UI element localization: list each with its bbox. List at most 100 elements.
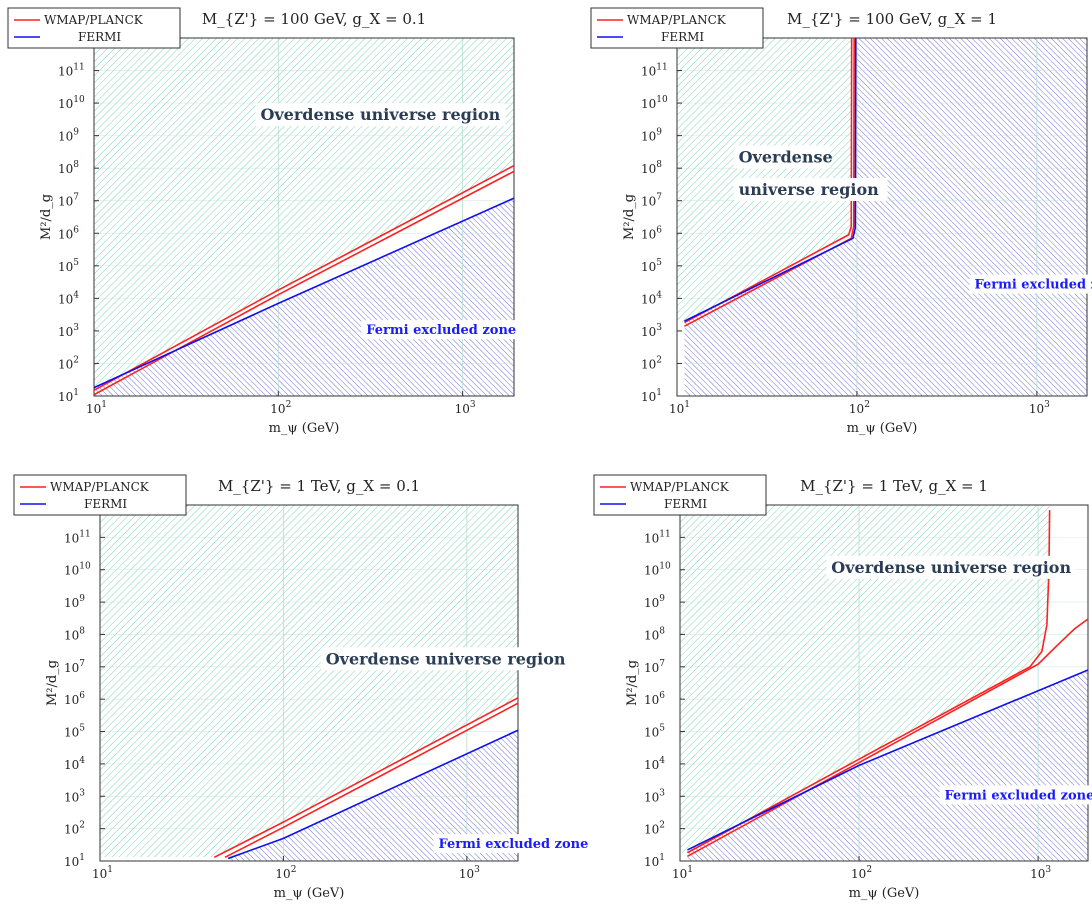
legend-entry-fermi: FERMI	[84, 497, 127, 511]
annotation-background	[320, 647, 571, 671]
y-tick-label: 1011	[64, 529, 91, 545]
legend-entry-wmap: WMAP/PLANCK	[630, 480, 730, 494]
wmap-planck-line	[224, 702, 518, 859]
wmap-planck-line	[684, 38, 853, 324]
y-tick-label: 106	[58, 225, 79, 241]
legend-entry-wmap: WMAP/PLANCK	[50, 480, 150, 494]
y-tick-label: 102	[641, 355, 662, 371]
x-axis-label: m_ψ (GeV)	[849, 886, 920, 901]
fermi-excluded-region	[228, 730, 518, 861]
x-tick-label: 102	[851, 865, 872, 881]
overdense-label: Overdense	[739, 147, 833, 166]
y-tick-label: 1010	[64, 562, 91, 578]
y-axis-label: M²/d_g	[45, 660, 60, 706]
panel-title: M_{Z'} = 100 GeV, g_X = 1	[787, 10, 997, 28]
x-tick-label: 103	[1029, 400, 1050, 416]
x-tick-label: 101	[92, 865, 113, 881]
annotation-background	[361, 320, 520, 340]
legend-entry-wmap: WMAP/PLANCK	[44, 13, 144, 27]
chart-panel-2: 101 102 103 101 102 103 104 105 106 107 108 109 1010…	[590, 7, 1092, 436]
plot-frame	[93, 37, 515, 397]
x-tick-label: 101	[669, 400, 690, 416]
y-tick-label: 103	[58, 323, 79, 339]
annotation-background	[969, 274, 1092, 294]
x-axis-label: m_ψ (GeV)	[269, 421, 340, 436]
legend-box	[593, 474, 767, 516]
y-tick-label: 102	[64, 821, 85, 837]
y-tick-label: 109	[58, 128, 79, 144]
y-tick-label: 107	[58, 193, 79, 209]
y-tick-label: 105	[58, 258, 79, 274]
y-tick-label: 107	[644, 659, 665, 675]
y-tick-label: 108	[58, 160, 79, 176]
y-tick-label: 1010	[58, 95, 85, 111]
overdense-label: Overdense universe region	[326, 649, 566, 668]
x-axis-label: m_ψ (GeV)	[274, 886, 345, 901]
y-tick-label: 101	[64, 853, 85, 869]
chart-panel-1: 101 102 103 101 102 103 104 105 106 107 108 109 1010…	[7, 7, 520, 436]
y-tick-label: 1010	[641, 95, 668, 111]
y-axis-label: M²/d_g	[625, 660, 640, 706]
wmap-planck-line	[94, 170, 514, 396]
y-tick-label: 102	[644, 821, 665, 837]
y-tick-label: 103	[64, 788, 85, 804]
annotation-background	[433, 834, 592, 854]
y-tick-label: 101	[58, 388, 79, 404]
plot-frame	[679, 504, 1089, 862]
y-tick-label: 1011	[58, 63, 85, 79]
y-tick-label: 1010	[644, 562, 671, 578]
fermi-excluded-label: Fermi excluded zone	[974, 278, 1092, 293]
chart-panel-4: 101 102 103 101 102 103 104 105 106 107 108 109 1010…	[593, 474, 1092, 901]
y-tick-label: 104	[644, 756, 665, 772]
chart-panel-3: 101 102 103 101 102 103 104 105 106 107 108 109 1010…	[13, 474, 592, 901]
wmap-planck-line	[94, 164, 514, 391]
fermi-excluded-label: Fermi excluded zone	[366, 323, 516, 338]
legend-entry-wmap: WMAP/PLANCK	[627, 13, 727, 27]
annotation-background	[826, 555, 1077, 579]
legend-box	[590, 7, 764, 49]
panel-title: M_{Z'} = 100 GeV, g_X = 0.1	[202, 10, 426, 28]
overdense-label: Overdense universe region	[831, 558, 1071, 577]
y-tick-label: 101	[644, 853, 665, 869]
panel-title: M_{Z'} = 1 TeV, g_X = 1	[800, 477, 988, 495]
y-tick-label: 108	[644, 626, 665, 642]
y-tick-label: 1011	[641, 63, 668, 79]
y-tick-label: 104	[641, 290, 662, 306]
y-tick-label: 1011	[644, 529, 671, 545]
y-tick-label: 109	[641, 128, 662, 144]
overdense-label: Overdense universe region	[260, 105, 500, 124]
fermi-line	[687, 669, 1088, 851]
y-tick-label: 108	[64, 626, 85, 642]
x-axis-label: m_ψ (GeV)	[847, 421, 918, 436]
overdense-region	[100, 505, 518, 858]
legend-box	[7, 7, 181, 49]
y-tick-label: 109	[644, 594, 665, 610]
annotation-background	[255, 103, 506, 127]
annotation-background	[939, 785, 1092, 805]
y-tick-label: 105	[641, 258, 662, 274]
fermi-excluded-region	[684, 38, 1087, 396]
x-tick-label: 103	[459, 865, 480, 881]
annotation-background	[733, 145, 831, 169]
fermi-line	[684, 38, 857, 322]
panel-title: M_{Z'} = 1 TeV, g_X = 0.1	[218, 477, 420, 495]
fermi-excluded-label: Fermi excluded zone	[944, 788, 1092, 803]
legend-entry-fermi: FERMI	[661, 30, 704, 44]
y-tick-label: 106	[641, 225, 662, 241]
y-axis-label: M²/d_g	[39, 194, 54, 240]
legend-entry-fermi: FERMI	[78, 30, 121, 44]
fermi-excluded-region	[687, 669, 1088, 861]
wmap-planck-line	[687, 618, 1088, 857]
y-axis-label: M²/d_g	[622, 194, 637, 240]
legend-box	[13, 474, 187, 516]
x-tick-label: 103	[1030, 865, 1051, 881]
y-tick-label: 109	[64, 594, 85, 610]
x-tick-label: 102	[275, 865, 296, 881]
x-tick-label: 103	[455, 400, 476, 416]
fermi-excluded-region	[94, 198, 514, 396]
legend-entry-fermi: FERMI	[664, 497, 707, 511]
y-tick-label: 106	[64, 691, 85, 707]
fermi-line	[94, 197, 514, 389]
y-tick-label: 103	[644, 788, 665, 804]
